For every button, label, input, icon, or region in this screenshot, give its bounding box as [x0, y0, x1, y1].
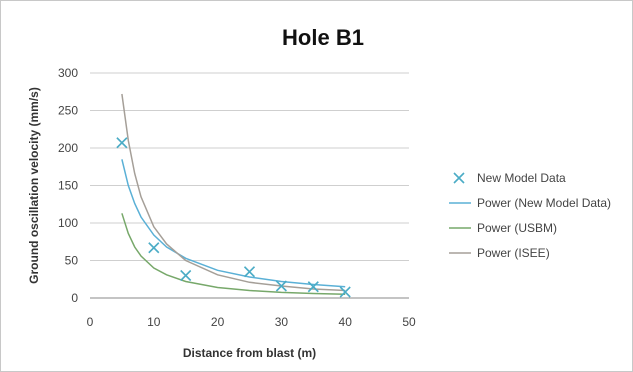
x-tick-label-10: 10: [147, 315, 161, 329]
y-tick-label-250: 250: [58, 104, 78, 118]
chart-title: Hole B1: [282, 25, 364, 50]
data-point-0-6: [339, 286, 351, 298]
x-tick-label-40: 40: [339, 315, 353, 329]
legend-label-1: Power (New Model Data): [477, 196, 611, 210]
y-tick-label-300: 300: [58, 66, 78, 80]
x-tick-label-20: 20: [211, 315, 225, 329]
y-tick-label-100: 100: [58, 216, 78, 230]
x-tick-label-0: 0: [87, 315, 94, 329]
series-line-2: [121, 213, 346, 296]
x-tick-label-30: 30: [275, 315, 289, 329]
data-point-0-4: [275, 280, 287, 292]
y-tick-label-50: 50: [65, 254, 79, 268]
series-line-3: [121, 93, 346, 292]
data-point-0-2: [180, 269, 192, 282]
y-tick-label-0: 0: [71, 291, 78, 305]
data-point-0-1: [148, 242, 160, 254]
data-point-0-5: [307, 281, 319, 293]
data-point-0-0: [116, 137, 128, 149]
y-axis-title: Ground oscillation velocity (mm/s): [27, 87, 41, 284]
legend-label-0: New Model Data: [477, 171, 566, 185]
y-tick-label-200: 200: [58, 141, 78, 155]
data-point-0-3: [243, 266, 256, 278]
legend-label-2: Power (USBM): [477, 221, 557, 235]
x-tick-label-50: 50: [402, 315, 416, 329]
legend-marker-0: [453, 172, 465, 184]
legend-label-3: Power (ISEE): [477, 246, 550, 260]
y-tick-label-150: 150: [58, 179, 78, 193]
x-axis-title: Distance from blast (m): [183, 346, 316, 360]
